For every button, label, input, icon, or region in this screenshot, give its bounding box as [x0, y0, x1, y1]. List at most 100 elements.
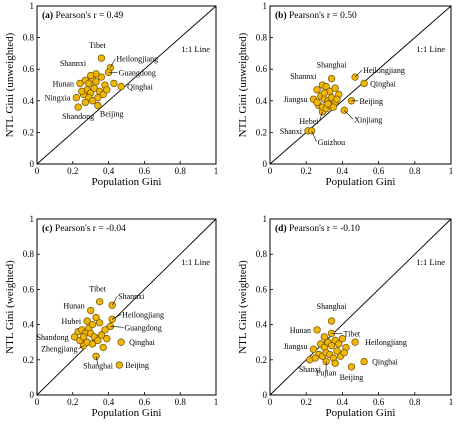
panel-a-point-label: Shandong — [62, 112, 94, 121]
panel-c-point-label: Shanghai — [83, 361, 114, 370]
panel-d-point-label: Beijing — [340, 373, 364, 382]
panel-b-point-label: Qinghai — [370, 79, 397, 88]
panel-b-x-tick-label: 0.4 — [337, 166, 349, 176]
panel-a-data-point — [97, 54, 106, 62]
panel-d-plot-frame — [269, 218, 452, 396]
panel-d-data-point — [313, 326, 321, 334]
panel-c-x-tick-label: 0.4 — [103, 397, 115, 407]
panel-d-data-point — [347, 363, 356, 371]
panel-a-data-point — [78, 87, 86, 95]
panel-c-y-tick-label: 0.4 — [23, 320, 35, 330]
panel-a-data-point — [97, 73, 106, 81]
panel-d-x-tick-label: 1 — [449, 397, 454, 407]
panel-b-y-tick-label: 0.8 — [256, 33, 268, 43]
panel-a-y-tick-label: 0.8 — [23, 33, 35, 43]
panel-c-data-point — [117, 338, 125, 346]
panel-c-label-leader — [78, 345, 84, 349]
panel-a-data-point — [72, 93, 81, 102]
panel-c-y-tick-label: 0.2 — [23, 355, 34, 365]
panel-c-one-to-one-line — [36, 218, 217, 396]
panel-a-point-label: Beijing — [100, 110, 124, 119]
panel-b-y-tick-label: 0.2 — [256, 127, 267, 137]
panel-b-point-label: Jiangsu — [283, 95, 307, 104]
panel-a-reference-line-label: 1:1 Line — [181, 44, 210, 54]
panel-a-y-tick-label: 0 — [30, 159, 35, 169]
panel-b-point-label: Heilongjiang — [363, 66, 405, 75]
panel-c-data-point — [95, 319, 104, 327]
panel-d-x-tick-label: 0.2 — [301, 397, 312, 407]
panel-d-data-point — [320, 333, 328, 341]
panel-d-data-point — [331, 359, 339, 367]
panel-b-point-label: Xinjiang — [354, 115, 382, 124]
panel-b-x-axis-label: Population Gini — [326, 176, 396, 188]
panel-b-data-point — [333, 95, 341, 103]
panel-a-title: (a) Pearson's r = 0.49 — [42, 10, 123, 21]
panel-d-y-tick-label: 0 — [263, 390, 268, 400]
panel-b-title: (b) Pearson's r = 0.50 — [275, 10, 357, 21]
panel-a-x-axis-label: Population Gini — [92, 176, 162, 188]
panel-a-point-label: Qinghai — [127, 83, 154, 92]
panel-d-y-tick-label: 0.2 — [256, 355, 267, 365]
panel-a-point-label: Heilongjiang — [116, 55, 158, 64]
panel-c-x-tick-label: 0.8 — [175, 397, 187, 407]
panel-b-label-leader — [319, 111, 323, 121]
panel-d-y-tick-label: 0.8 — [256, 249, 268, 259]
panel-b-point-label: Shanghai — [317, 61, 348, 70]
panel-a-point-label: Tibet — [89, 41, 106, 50]
panel-c-plot-frame — [36, 218, 217, 396]
panel-c-data-point — [101, 326, 109, 334]
panel-d-data-point — [351, 338, 359, 346]
panel-a-data-point — [81, 98, 89, 107]
panel-c-y-tick-label: 0 — [30, 390, 35, 400]
panel-a-x-tick-label: 0.8 — [175, 166, 187, 176]
panel-b-point-label: Hebei — [299, 117, 319, 126]
panel-d-point-label: Tibet — [344, 329, 361, 338]
panel-c-point-label: Shannxi — [118, 292, 145, 301]
panel-d-data-point — [311, 354, 319, 362]
panel-a-data-point — [94, 101, 102, 110]
panel-d-point-label: Fujian — [316, 369, 336, 378]
panel-a-data-point — [110, 79, 118, 88]
panel-c-reference-line-label: 1:1 Line — [181, 257, 210, 267]
panel-d-x-axis-label: Population Gini — [326, 407, 396, 419]
panel-d-one-to-one-line — [269, 218, 452, 396]
panel-c-data-point — [115, 361, 123, 369]
panel-a-label-leader — [110, 58, 116, 68]
panel-a-point-label: Ningxia — [45, 94, 71, 103]
panel-b-x-tick-label: 0 — [268, 166, 273, 176]
panel-c-y-tick-label: 0.6 — [23, 284, 35, 294]
panel-b-plot-frame — [269, 5, 452, 165]
panel-d-data-point — [333, 347, 341, 355]
panel-a-data-point — [92, 78, 100, 86]
panel-c-y-tick-label: 1 — [30, 214, 35, 224]
panel-b-one-to-one-line — [269, 5, 452, 165]
panel-d-data-point — [327, 342, 336, 350]
panel-a-x-tick-label: 0.6 — [139, 166, 151, 176]
panel-a-y-tick-label: 0.4 — [23, 96, 35, 106]
panel-c-x-axis-label: Population Gini — [92, 407, 162, 419]
panel-a-point-label: Shannxi — [60, 59, 87, 68]
panel-c-data-point — [70, 333, 79, 341]
panel-c-data-point — [92, 313, 100, 322]
panel-c-data-point — [83, 317, 91, 325]
panel-b-point-label: Guizhou — [318, 138, 346, 147]
panel-b-x-tick-label: 0.8 — [409, 166, 421, 176]
panel-d-point-label: Qinghai — [372, 358, 399, 367]
panel-d-x-tick-label: 0 — [268, 397, 273, 407]
panel-b-y-tick-label: 0.6 — [256, 64, 268, 74]
panel-b-y-axis-label: NTL Gini (unweighted) — [237, 32, 249, 137]
panel-a-y-tick-label: 0.6 — [23, 64, 35, 74]
panel-c-y-axis-label: NTL Gini (weighted) — [4, 260, 16, 354]
panel-a-point-label: Hunan — [53, 79, 74, 88]
panel-c-label-leader — [111, 296, 118, 306]
panel-d-title: (d) Pearson's r = -0.10 — [275, 223, 360, 234]
panel-c-title: (c) Pearson's r = -0.04 — [42, 223, 126, 234]
panel-a-x-tick-label: 0.4 — [103, 166, 115, 176]
panel-c-point-label: Zhengjiang — [41, 345, 77, 354]
panel-d-point-label: Shanghai — [317, 302, 348, 311]
panel-c-data-point — [87, 306, 95, 315]
panel-b-data-point — [313, 86, 321, 94]
panel-c-data-point — [94, 336, 102, 345]
panel-a-one-to-one-line — [36, 5, 217, 165]
panel-b-data-point — [331, 84, 339, 92]
